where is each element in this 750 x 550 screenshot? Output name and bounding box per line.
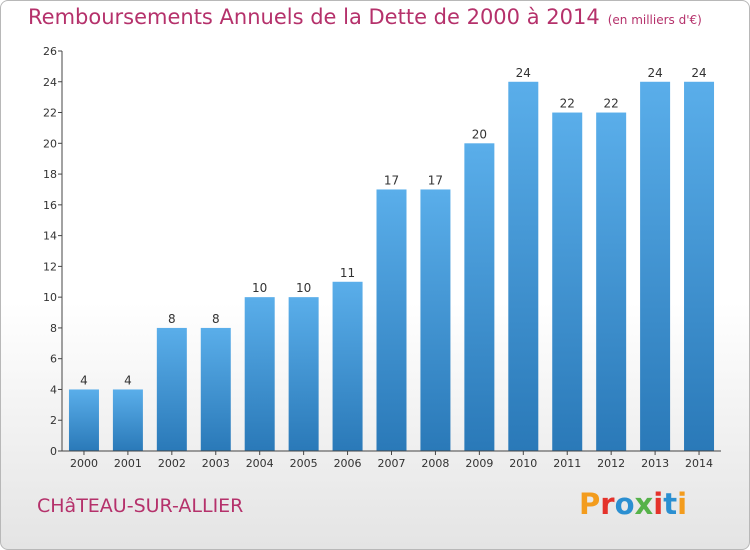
x-tick-label: 2005	[290, 457, 318, 470]
y-tick-label: 6	[50, 353, 57, 366]
bar-value-label: 8	[212, 312, 220, 326]
y-tick-label: 14	[43, 230, 57, 243]
logo-letter: i	[677, 487, 688, 521]
bar	[68, 389, 99, 451]
y-tick-label: 20	[43, 137, 57, 150]
x-tick-label: 2004	[246, 457, 274, 470]
logo-letter: r	[600, 487, 615, 521]
bar	[464, 143, 495, 452]
y-tick-label: 24	[43, 76, 57, 89]
y-tick-label: 22	[43, 107, 57, 120]
x-tick-label: 2001	[114, 457, 142, 470]
bar-value-label: 4	[80, 373, 88, 387]
x-tick-label: 2012	[597, 457, 625, 470]
logo-letter: P	[579, 487, 601, 521]
bar	[244, 297, 275, 451]
bar	[376, 189, 407, 451]
logo-letter: x	[634, 487, 654, 521]
bars: 4 4 8 8 10 10 11 17 17 20 24 22 22 24 24	[68, 66, 715, 452]
logo-letter: i	[653, 487, 664, 521]
x-tick-label: 2013	[641, 457, 669, 470]
y-tick-label: 16	[43, 199, 57, 212]
bar	[156, 327, 187, 451]
y-tick-label: 26	[43, 45, 57, 58]
city-name: CHâTEAU-SUR-ALLIER	[37, 495, 244, 517]
bar-value-label: 22	[560, 97, 575, 111]
y-tick-label: 4	[50, 383, 57, 396]
x-tick-label: 2007	[378, 457, 406, 470]
x-tick-label: 2009	[465, 457, 493, 470]
bar-value-label: 20	[472, 127, 487, 141]
bar	[596, 112, 627, 452]
bar-value-label: 11	[340, 266, 355, 280]
bar-value-label: 10	[296, 281, 311, 295]
y-tick-label: 8	[50, 322, 57, 335]
bar-value-label: 10	[252, 281, 267, 295]
x-tick-label: 2006	[334, 457, 362, 470]
x-tick-label: 2010	[509, 457, 537, 470]
bar	[112, 389, 143, 451]
chart-title-text: Remboursements Annuels de la Dette de 20…	[28, 5, 600, 29]
bar-value-label: 22	[604, 97, 619, 111]
bar-value-label: 24	[516, 66, 531, 80]
logo-letter: t	[663, 487, 678, 521]
bar-value-label: 24	[647, 66, 662, 80]
x-tick-label: 2008	[421, 457, 449, 470]
y-tick-label: 10	[43, 291, 57, 304]
y-tick-label: 0	[50, 445, 57, 458]
x-axis: 2000 2001 2002 2003 2004 2005 2006 2007 2008 2009…	[62, 450, 721, 470]
logo-letter: o	[614, 487, 635, 521]
bar	[420, 189, 451, 451]
y-tick-label: 18	[43, 168, 57, 181]
chart-unit: (en milliers d'€)	[607, 13, 702, 27]
bar-value-label: 17	[428, 173, 443, 187]
x-tick-label: 2011	[553, 457, 581, 470]
y-tick-label: 2	[50, 414, 57, 427]
bar	[552, 112, 583, 452]
x-tick-label: 2014	[685, 457, 713, 470]
bar	[288, 297, 319, 451]
proxiti-logo[interactable]: Proxiti	[579, 487, 687, 521]
bar-value-label: 4	[124, 373, 132, 387]
bar	[200, 327, 231, 451]
y-tick-label: 12	[43, 260, 57, 273]
x-tick-label: 2000	[70, 457, 98, 470]
bar	[684, 81, 715, 452]
bar-value-label: 8	[168, 312, 176, 326]
chart-title: Remboursements Annuels de la Dette de 20…	[28, 5, 702, 29]
bar	[332, 281, 363, 451]
bar-value-label: 17	[384, 173, 399, 187]
bar-value-label: 24	[691, 66, 706, 80]
x-tick-label: 2003	[202, 457, 230, 470]
bar	[640, 81, 671, 452]
x-tick-label: 2002	[158, 457, 186, 470]
bar	[508, 81, 539, 452]
